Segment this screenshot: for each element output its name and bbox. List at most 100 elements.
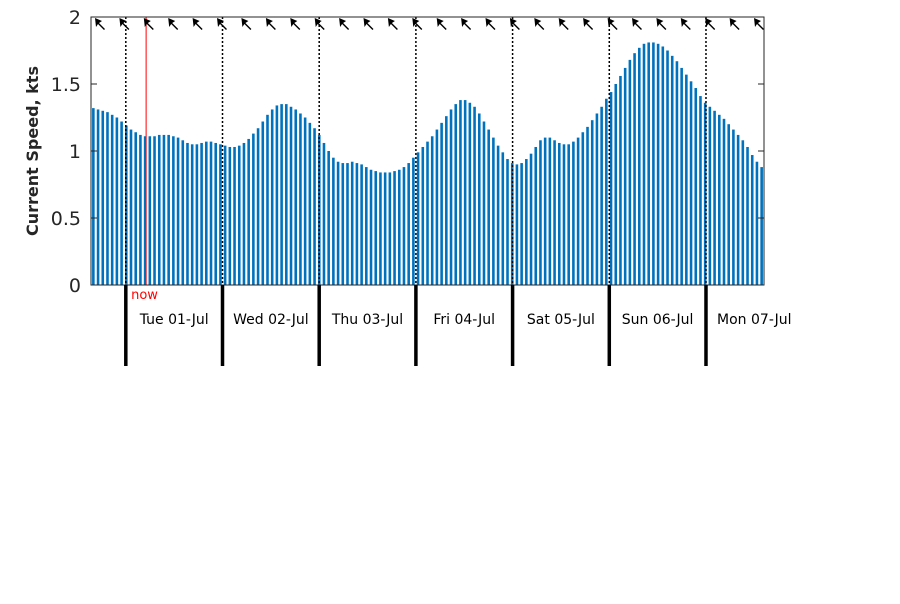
bar	[685, 74, 688, 286]
direction-arrow-icon	[265, 18, 276, 30]
arrow-head	[583, 18, 594, 30]
bar	[572, 141, 575, 285]
direction-arrow-icon	[290, 18, 301, 30]
bar	[327, 151, 330, 285]
bar	[379, 172, 382, 285]
bar	[322, 142, 326, 285]
bar	[520, 163, 523, 285]
now-label: now	[131, 288, 158, 303]
bar	[162, 134, 166, 285]
bar	[440, 122, 443, 285]
day-divider-layer	[125, 17, 707, 285]
day-label: Sat 05-Jul	[527, 312, 595, 328]
bar	[666, 50, 669, 285]
bar	[336, 161, 340, 285]
bar	[732, 129, 735, 285]
bar	[426, 141, 429, 285]
bar	[755, 161, 759, 285]
bar	[416, 152, 420, 285]
bar	[308, 122, 312, 285]
direction-arrow-icon	[754, 18, 764, 30]
day-label: Mon 07-Jul	[717, 312, 792, 328]
bar	[129, 129, 133, 285]
bar	[106, 112, 109, 285]
bar	[252, 133, 255, 285]
bar	[110, 114, 114, 285]
direction-arrow-icon	[485, 18, 496, 30]
bar	[694, 88, 698, 286]
bar	[614, 84, 618, 285]
bar	[181, 140, 185, 285]
direction-arrow-icon	[509, 18, 520, 30]
bar	[539, 140, 542, 285]
bar	[270, 109, 274, 286]
direction-arrow-icon	[314, 18, 325, 30]
bar	[656, 43, 660, 285]
bar	[445, 116, 448, 285]
bar	[605, 98, 608, 286]
direction-arrow-icon	[461, 18, 472, 30]
y-axis: 0 0.5 1 1.5 2	[51, 7, 764, 297]
y-tick-label: 1.5	[51, 74, 81, 96]
bar	[313, 128, 316, 285]
arrow-head	[509, 18, 520, 30]
day-label: Tue 01-Jul	[139, 312, 209, 328]
bar	[430, 136, 434, 285]
direction-arrows-layer	[95, 18, 764, 30]
bar	[101, 110, 105, 285]
arrow-head	[558, 18, 569, 30]
arrow-head	[705, 18, 716, 30]
bar	[506, 159, 509, 285]
bar	[510, 163, 514, 285]
y-tick-label: 0	[69, 275, 81, 297]
direction-arrow-icon	[241, 18, 252, 30]
bar	[332, 157, 335, 285]
arrow-head	[387, 18, 398, 30]
bar	[374, 171, 378, 285]
y-tick-label: 1	[69, 141, 81, 163]
bar	[412, 157, 415, 285]
bar	[760, 167, 763, 285]
bar	[219, 144, 222, 285]
arrow-head	[265, 18, 276, 30]
bar	[689, 81, 693, 285]
bar	[134, 132, 138, 285]
arrow-head	[754, 18, 764, 30]
arrow-head	[632, 18, 642, 30]
bar	[586, 126, 589, 285]
bar	[562, 144, 566, 285]
arrow-head	[412, 18, 423, 30]
bar	[223, 145, 227, 285]
bar	[355, 163, 359, 285]
day-label: Sun 06-Jul	[622, 312, 694, 328]
bar	[525, 159, 528, 285]
bar	[421, 146, 425, 285]
bar	[383, 172, 387, 285]
arrow-head	[656, 18, 667, 30]
bar	[454, 104, 458, 285]
bar	[642, 43, 646, 285]
bar	[365, 167, 368, 285]
bar	[435, 129, 439, 285]
direction-arrow-icon	[119, 18, 130, 30]
bar	[256, 128, 260, 285]
arrow-head	[143, 18, 154, 30]
bar	[449, 109, 453, 286]
direction-arrow-icon	[558, 18, 569, 30]
bar	[463, 100, 467, 285]
bar	[496, 145, 500, 285]
bar	[619, 75, 622, 286]
y-tick-label: 0.5	[51, 208, 81, 230]
bar	[341, 163, 345, 285]
direction-arrow-icon	[168, 18, 179, 30]
bar	[242, 142, 246, 285]
bar	[609, 92, 613, 285]
bar	[266, 114, 269, 285]
bar	[581, 132, 585, 285]
x-axis: Tue 01-Jul Wed 02-Jul Thu 03-Jul Fri 04-Jul…	[124, 285, 792, 366]
arrow-head	[217, 18, 227, 30]
bar	[750, 155, 754, 285]
bar	[529, 153, 533, 285]
direction-arrow-icon	[534, 18, 545, 30]
